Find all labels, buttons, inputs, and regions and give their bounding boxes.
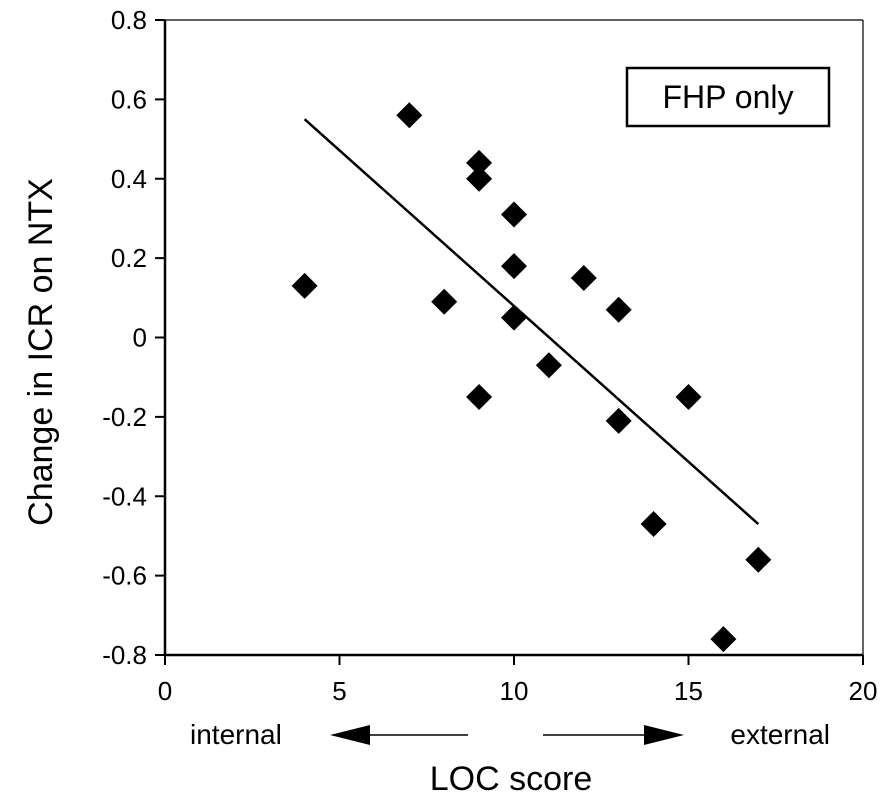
data-point [466, 384, 493, 411]
y-tick-label: 0 [133, 323, 147, 353]
y-axis-title: Change in ICR on NTX [22, 178, 60, 526]
y-tick-label: 0.2 [111, 243, 147, 273]
data-point [710, 626, 737, 653]
x-tick-label: 5 [332, 676, 346, 706]
data-point [605, 407, 632, 434]
legend-label: FHP only [662, 79, 793, 115]
data-point [570, 264, 597, 291]
data-point [291, 272, 318, 299]
y-axis: -0.8 -0.6 -0.4 -0.2 0 0.2 0.4 0.6 0.8 [102, 5, 165, 670]
data-point [501, 304, 527, 331]
legend-box: FHP only [625, 66, 831, 128]
arrow-left-icon [330, 725, 468, 745]
x-tick-label: 0 [158, 676, 172, 706]
data-point [640, 511, 667, 538]
direction-label-internal: internal [190, 719, 282, 750]
data-point [466, 165, 493, 192]
data-point [501, 253, 527, 280]
y-tick-label: 0.4 [111, 164, 147, 194]
y-tick-label: 0.6 [111, 84, 147, 114]
trendline-group [303, 118, 760, 525]
arrow-right-icon [543, 725, 684, 745]
data-point [466, 149, 493, 176]
data-point [396, 102, 423, 129]
x-axis: 0 5 10 15 20 [158, 655, 878, 706]
data-point [605, 296, 632, 323]
data-point [431, 288, 458, 315]
y-tick-label: 0.8 [111, 5, 147, 35]
x-tick-label: 10 [500, 676, 529, 706]
y-tick-label: -0.6 [102, 561, 147, 591]
trendline [303, 118, 760, 525]
data-point [501, 201, 527, 228]
x-tick-label: 15 [674, 676, 703, 706]
data-point [745, 546, 772, 573]
y-tick-label: -0.2 [102, 402, 147, 432]
data-point [675, 384, 702, 411]
y-tick-label: -0.4 [102, 481, 147, 511]
direction-label-external: external [730, 719, 830, 750]
legend-box-frame [625, 66, 831, 128]
y-tick-label: -0.8 [102, 640, 147, 670]
data-points [291, 102, 772, 653]
x-tick-label: 20 [849, 676, 878, 706]
data-point [535, 352, 562, 379]
x-axis-title: LOC score [430, 760, 593, 798]
